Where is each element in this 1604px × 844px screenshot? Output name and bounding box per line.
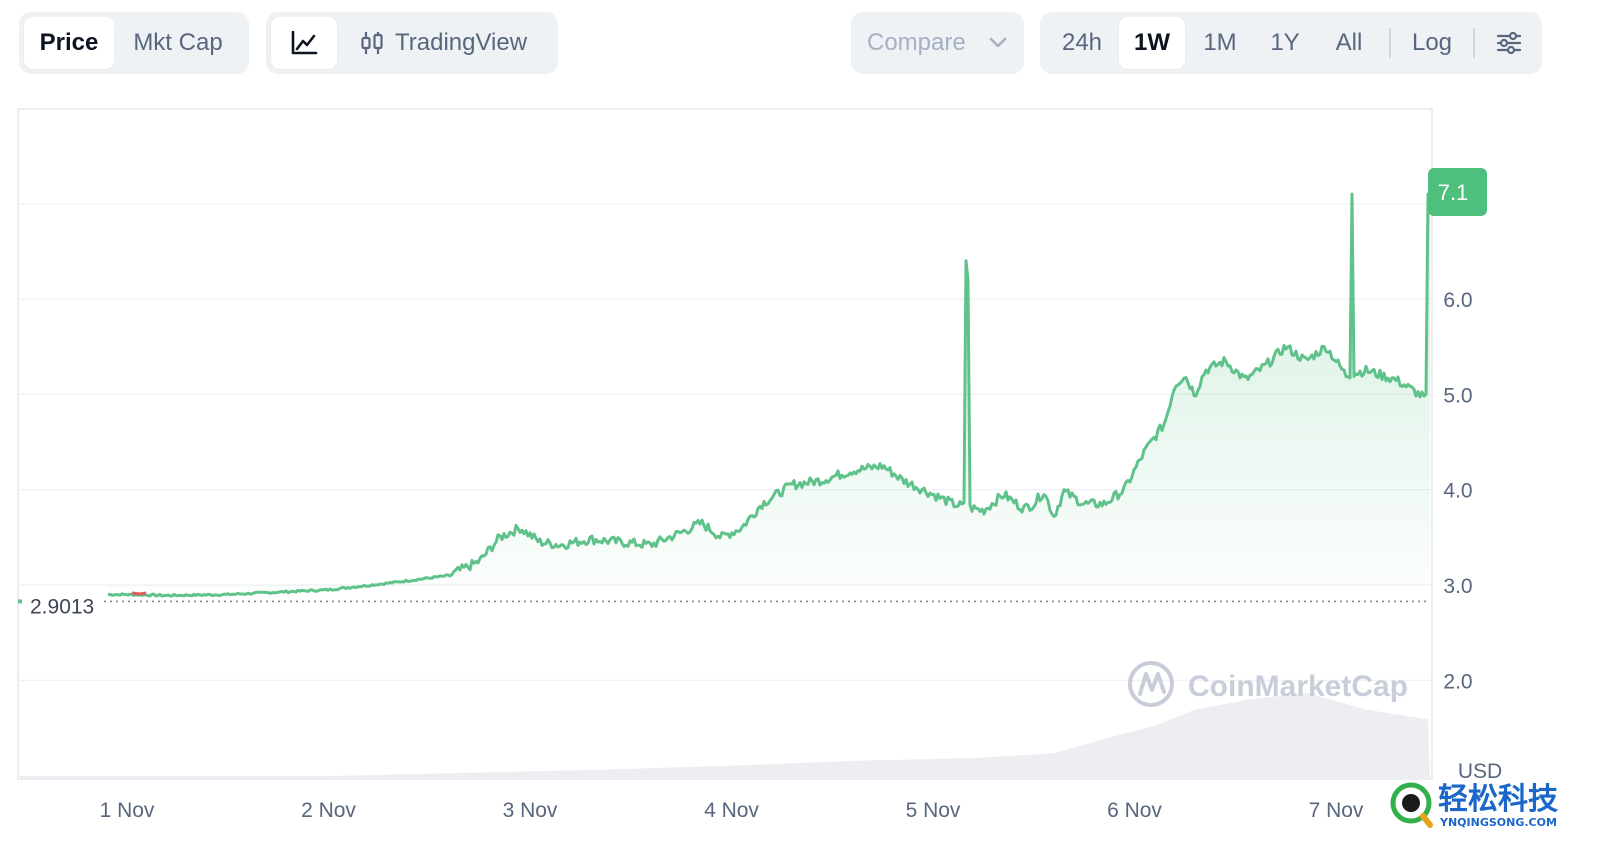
tab-1m[interactable]: 1M xyxy=(1203,29,1237,56)
y-tick-label: 3.0 xyxy=(1443,575,1472,598)
tab-1y[interactable]: 1Y xyxy=(1270,29,1300,56)
tab-log[interactable]: Log xyxy=(1411,29,1453,56)
y-tick-label: 6.0 xyxy=(1443,289,1472,312)
open-price-marker xyxy=(18,599,22,604)
coinmarketcap-logo-icon xyxy=(1128,661,1174,707)
current-price-label: 7.1 xyxy=(1438,180,1469,205)
tradingview-label: TradingView xyxy=(395,29,528,56)
y-tick-label: 2.0 xyxy=(1443,670,1472,693)
volume-area xyxy=(20,692,1430,778)
price-area xyxy=(108,194,1430,596)
x-tick-label: 2 Nov xyxy=(301,799,356,822)
x-tick-label: 4 Nov xyxy=(704,799,759,822)
candlestick-icon xyxy=(359,30,385,56)
plot-frame xyxy=(17,108,1433,780)
x-tick-label: 5 Nov xyxy=(906,799,961,822)
time-range-tab-group: 24h 1W 1M 1Y All Log xyxy=(1040,12,1542,74)
settings-button[interactable] xyxy=(1481,17,1537,69)
divider xyxy=(1473,28,1475,58)
watermark-text: CoinMarketCap xyxy=(1188,670,1408,703)
divider xyxy=(1389,28,1391,58)
price-line-negative-segment xyxy=(131,591,147,596)
tab-1w[interactable]: 1W xyxy=(1119,17,1185,69)
chevron-down-icon xyxy=(988,36,1008,50)
svg-text:轻松科技: 轻松科技 xyxy=(1438,782,1558,817)
tab-price[interactable]: Price xyxy=(24,17,114,69)
compare-label: Compare xyxy=(867,29,966,56)
x-tick-label: 1 Nov xyxy=(100,799,155,822)
metric-tab-group: Price Mkt Cap xyxy=(19,12,249,74)
x-tick-label: 7 Nov xyxy=(1309,799,1364,822)
sliders-icon xyxy=(1496,31,1522,55)
tab-24h[interactable]: 24h xyxy=(1061,29,1103,56)
site-logo: 轻松科技 YNQINGSONG.COM xyxy=(1386,779,1604,839)
tab-mkt-cap[interactable]: Mkt Cap xyxy=(133,29,223,56)
svg-text:YNQINGSONG.COM: YNQINGSONG.COM xyxy=(1439,816,1557,829)
tab-all[interactable]: All xyxy=(1335,29,1363,56)
open-price-label: 2.9013 xyxy=(30,595,94,618)
currency-label: USD xyxy=(1458,760,1502,783)
price-line xyxy=(107,192,1430,598)
y-tick-label: 4.0 xyxy=(1443,480,1472,503)
line-chart-icon xyxy=(290,30,318,56)
tab-line-chart[interactable] xyxy=(271,17,337,69)
tab-tradingview[interactable]: TradingView xyxy=(337,17,543,69)
chart-view-tab-group: TradingView xyxy=(266,12,558,74)
compare-dropdown[interactable]: Compare xyxy=(851,12,1024,74)
x-tick-label: 6 Nov xyxy=(1107,799,1162,822)
current-price-marker: 7.1 xyxy=(1428,168,1487,216)
x-tick-label: 3 Nov xyxy=(503,799,558,822)
magnifier-logo-icon xyxy=(1390,782,1433,828)
watermark: CoinMarketCap xyxy=(1128,661,1408,707)
y-tick-label: 5.0 xyxy=(1443,384,1472,407)
